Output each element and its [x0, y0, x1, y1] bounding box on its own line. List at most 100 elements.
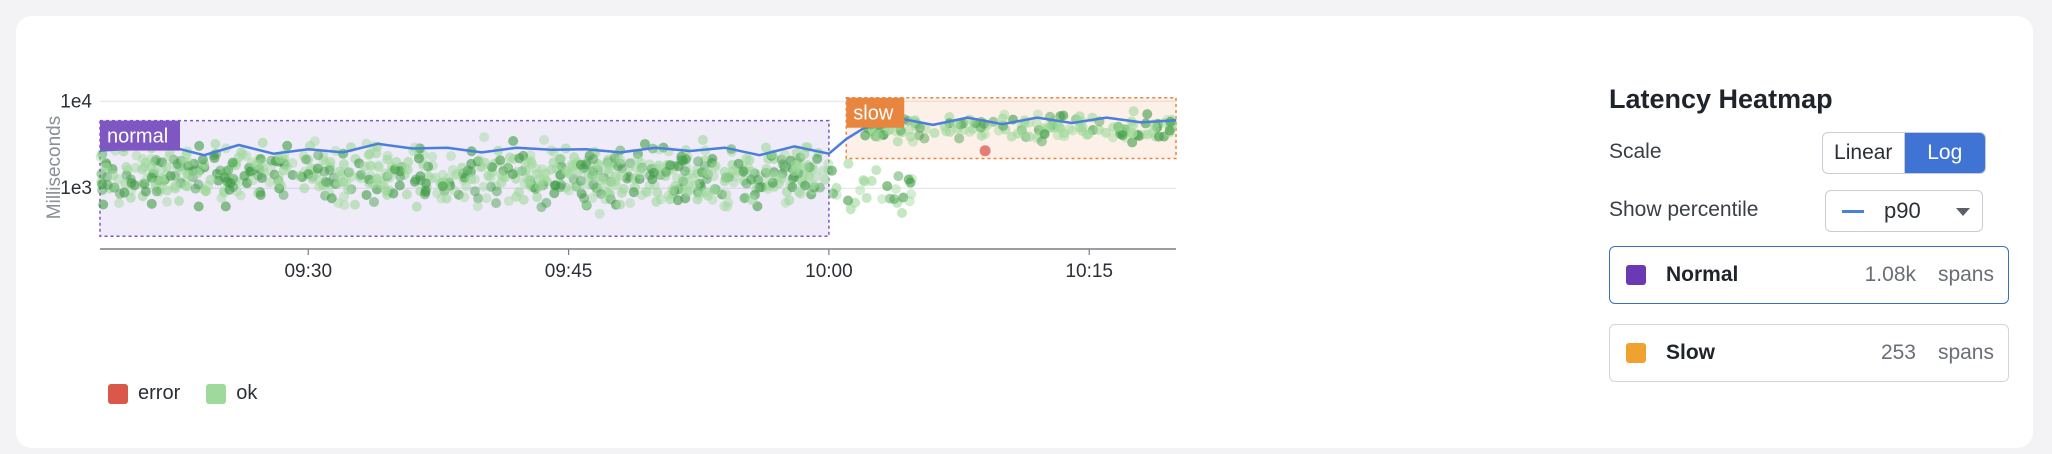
ok-point: [728, 165, 739, 176]
group-slow[interactable]: Slow 253 spans: [1609, 324, 2009, 382]
ok-point: [613, 161, 624, 172]
ok-point: [618, 183, 629, 194]
ok-point: [690, 179, 701, 190]
ok-point: [235, 190, 246, 201]
ok-point: [180, 181, 191, 192]
percentile-select[interactable]: p90: [1825, 190, 1983, 232]
x-tick-label: 09:30: [284, 261, 332, 282]
ok-point: [979, 129, 990, 140]
ok-point: [973, 119, 984, 130]
latency-chart[interactable]: normal slow 1e3 1e4 09:30 09:45 10:00 10:15 Mil…: [16, 16, 1576, 448]
percentile-label: Show percentile: [1609, 198, 1759, 221]
ok-point: [584, 150, 595, 161]
ok-point: [102, 179, 113, 190]
ok-point: [702, 167, 713, 178]
ok-point: [1152, 122, 1163, 133]
ok-point: [616, 170, 627, 181]
ok-point: [665, 194, 676, 205]
ok-point: [730, 172, 741, 183]
ok-point: [1153, 131, 1164, 142]
ok-point: [537, 164, 548, 175]
ok-point: [860, 130, 871, 141]
ok-point: [504, 152, 515, 163]
ok-point: [574, 180, 585, 191]
ok-point: [976, 130, 987, 141]
ok-point: [209, 153, 220, 164]
ok-point: [733, 158, 744, 169]
ok-point: [346, 171, 357, 182]
ok-point: [625, 158, 636, 169]
group-normal[interactable]: Normal 1.08k spans: [1609, 246, 2009, 304]
legend-item-ok[interactable]: ok: [206, 382, 257, 405]
ok-point: [481, 193, 492, 204]
scale-option-log[interactable]: Log: [1904, 133, 1985, 173]
ok-point: [873, 131, 884, 142]
ok-point: [831, 189, 842, 200]
ok-point: [193, 201, 204, 212]
panel-title: Latency Heatmap: [1609, 84, 1833, 114]
ok-point: [373, 160, 384, 171]
ok-point: [746, 166, 757, 177]
ok-point: [910, 121, 921, 132]
ok-point: [161, 196, 172, 207]
ok-point: [569, 152, 580, 163]
ok-point: [828, 188, 839, 199]
ok-point: [807, 161, 818, 172]
ok-point: [677, 155, 688, 166]
ok-point: [190, 183, 201, 194]
ok-point: [95, 151, 106, 162]
ok-point: [954, 133, 965, 144]
ok-point: [314, 181, 325, 192]
ok-point: [1074, 122, 1085, 133]
ok-point: [318, 151, 329, 162]
ok-point: [803, 170, 814, 181]
ok-point: [908, 136, 919, 147]
ok-point: [663, 190, 674, 201]
ok-point: [472, 201, 483, 212]
ok-point: [761, 164, 772, 175]
ok-point: [858, 175, 869, 186]
ok-point: [644, 159, 655, 170]
ok-point: [200, 186, 211, 197]
x-tick-label: 09:45: [545, 261, 593, 282]
ok-point: [791, 147, 802, 158]
ok-point: [739, 193, 750, 204]
ok-point: [197, 154, 208, 165]
ok-point: [1036, 136, 1047, 147]
ok-point: [108, 170, 119, 181]
ok-point: [1053, 121, 1064, 132]
ok-point: [614, 199, 625, 210]
ok-point: [710, 160, 721, 171]
ok-point: [443, 173, 454, 184]
ok-point: [146, 172, 157, 183]
error-point: [979, 145, 991, 157]
ok-point: [525, 150, 536, 161]
ok-point: [278, 165, 289, 176]
ok-point: [746, 175, 757, 186]
ok-point: [768, 167, 779, 178]
ok-point: [1100, 127, 1111, 138]
ok-point: [723, 197, 734, 208]
ok-point: [479, 132, 490, 143]
ok-point: [905, 131, 916, 142]
ok-point: [264, 177, 275, 188]
ok-point: [661, 166, 672, 177]
ok-point: [692, 194, 703, 205]
scale-option-linear[interactable]: Linear: [1823, 133, 1905, 173]
ok-point: [257, 158, 268, 169]
ok-point: [339, 200, 350, 211]
ok-point: [893, 171, 904, 182]
ok-point: [549, 180, 560, 191]
ok-point: [877, 194, 888, 205]
ok-point: [587, 193, 598, 204]
ok-point: [274, 183, 285, 194]
ok-point: [745, 174, 756, 185]
ok-point: [800, 180, 811, 191]
ok-point: [524, 174, 535, 185]
legend-item-error[interactable]: error: [108, 382, 180, 405]
ok-point: [884, 193, 895, 204]
ok-point: [920, 124, 931, 135]
ok-point: [498, 165, 509, 176]
ok-point: [382, 154, 393, 165]
ok-point: [469, 186, 480, 197]
